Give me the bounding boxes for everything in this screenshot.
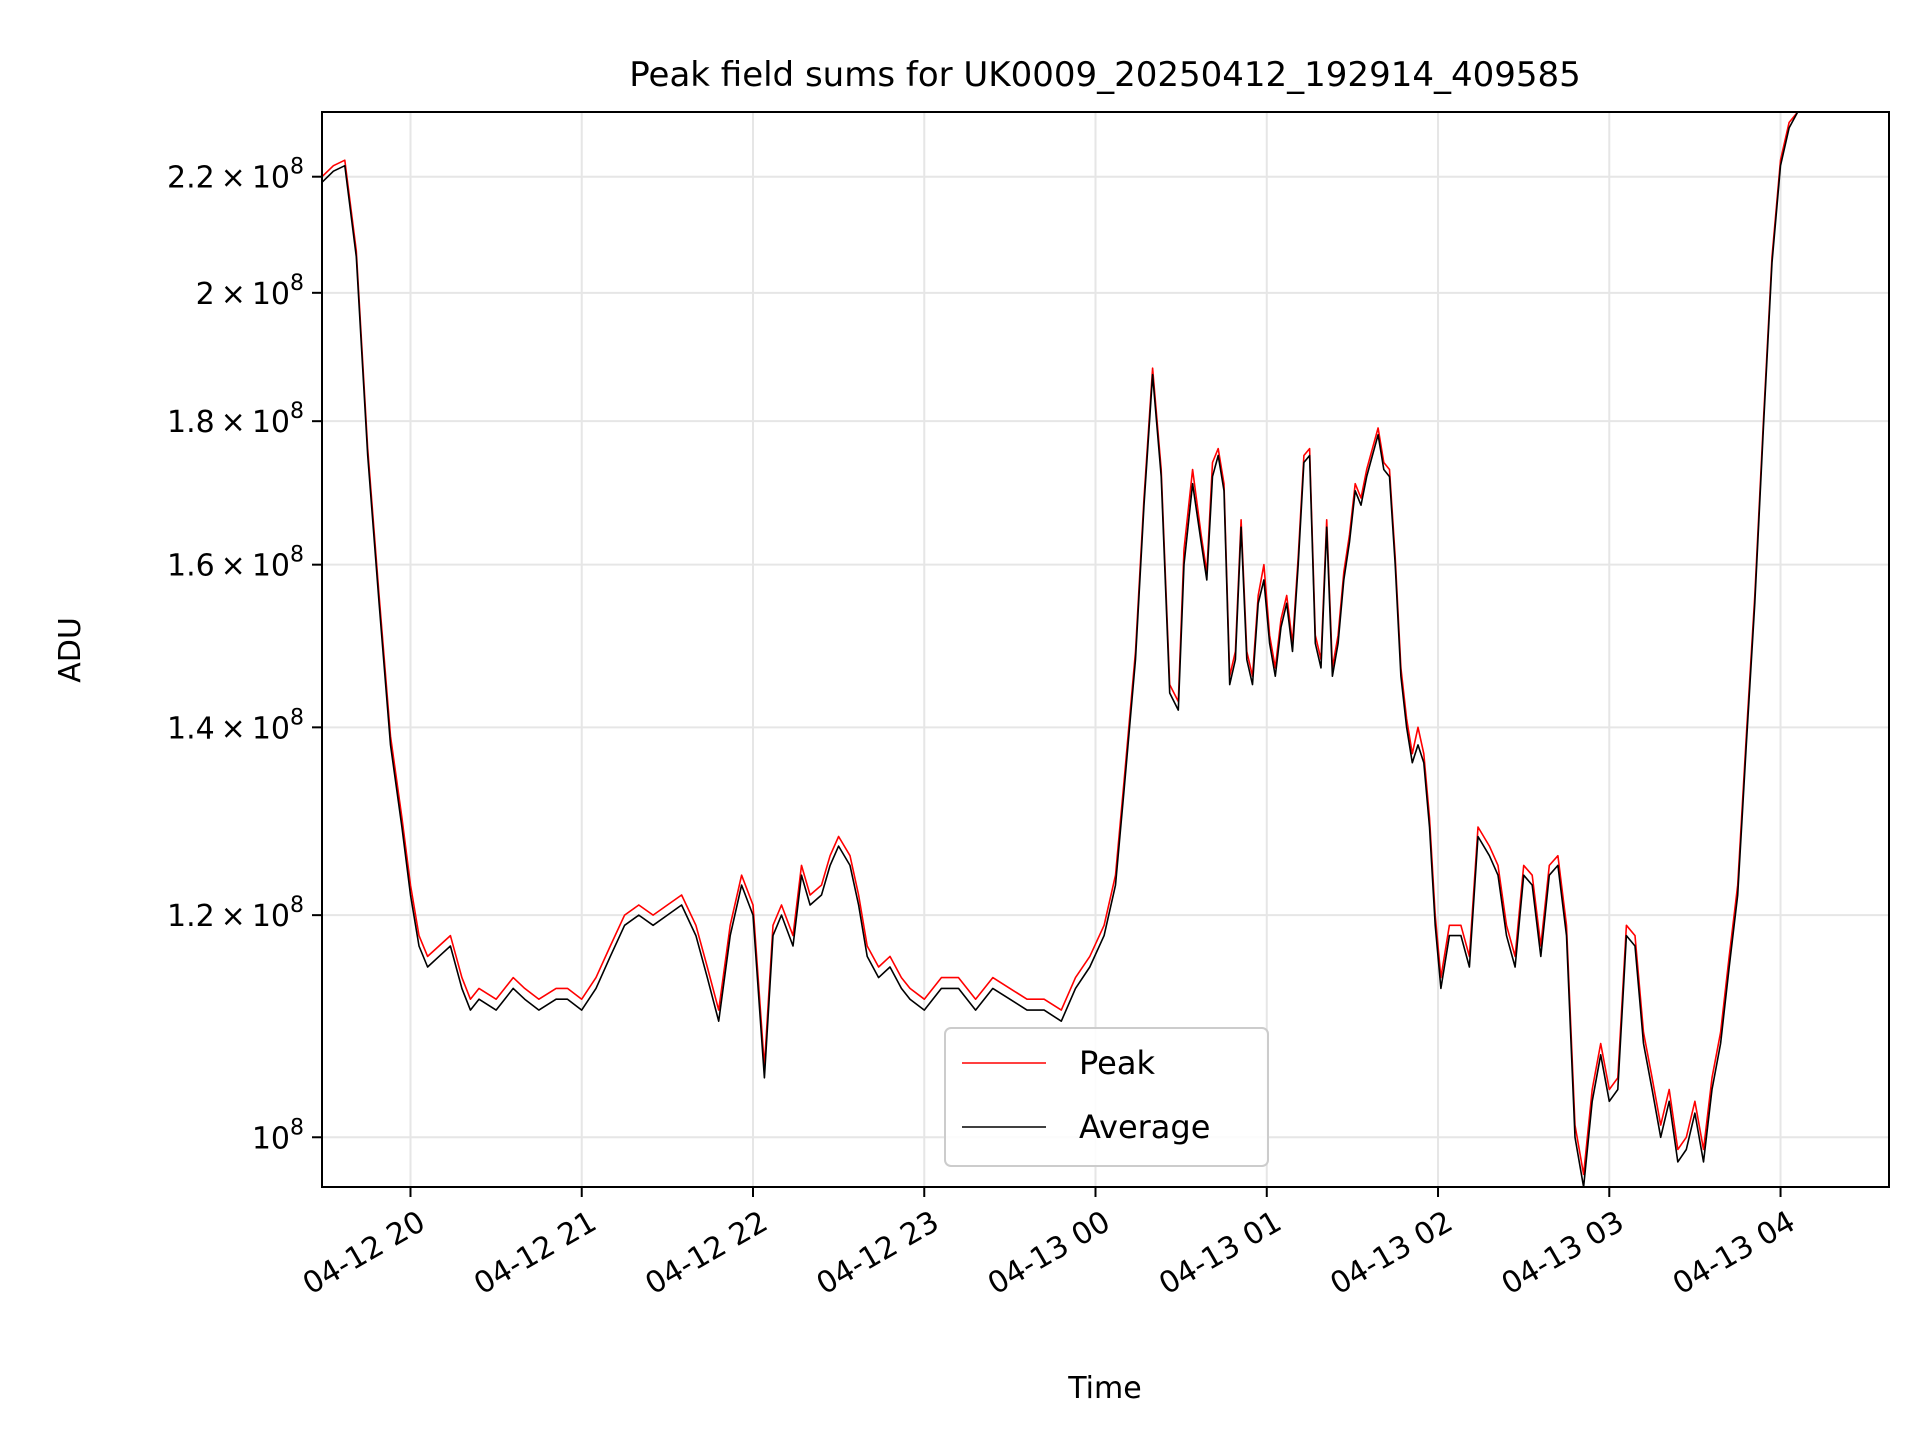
y-axis: 108 1.2 × 108 1.4 × 108 1.6 × 108 1.8 × 108 2… — [167, 155, 322, 1156]
y-tick-label: 2.2 × 108 — [167, 155, 304, 196]
y-tick-label: 1.8 × 108 — [167, 399, 304, 440]
legend-label-average: Average — [1079, 1108, 1210, 1146]
legend-label-peak: Peak — [1079, 1044, 1155, 1082]
y-tick-label: 108 — [252, 1115, 304, 1156]
y-tick-label: 1.2 × 108 — [167, 893, 304, 934]
y-tick-label: 1.4 × 108 — [167, 705, 304, 746]
series-layer — [321, 111, 1807, 1188]
y-tick-label: 2 × 108 — [196, 271, 304, 312]
plot-area-frame — [321, 111, 1890, 1188]
series-line-average — [321, 111, 1807, 1188]
x-axis-label: Time — [1067, 1371, 1141, 1406]
chart-title: Peak field sums for UK0009_20250412_1929… — [629, 55, 1581, 95]
y-tick-label: 1.6 × 108 — [167, 543, 304, 584]
y-axis-label: ADU — [53, 617, 88, 683]
legend: Peak Average — [944, 1027, 1269, 1167]
